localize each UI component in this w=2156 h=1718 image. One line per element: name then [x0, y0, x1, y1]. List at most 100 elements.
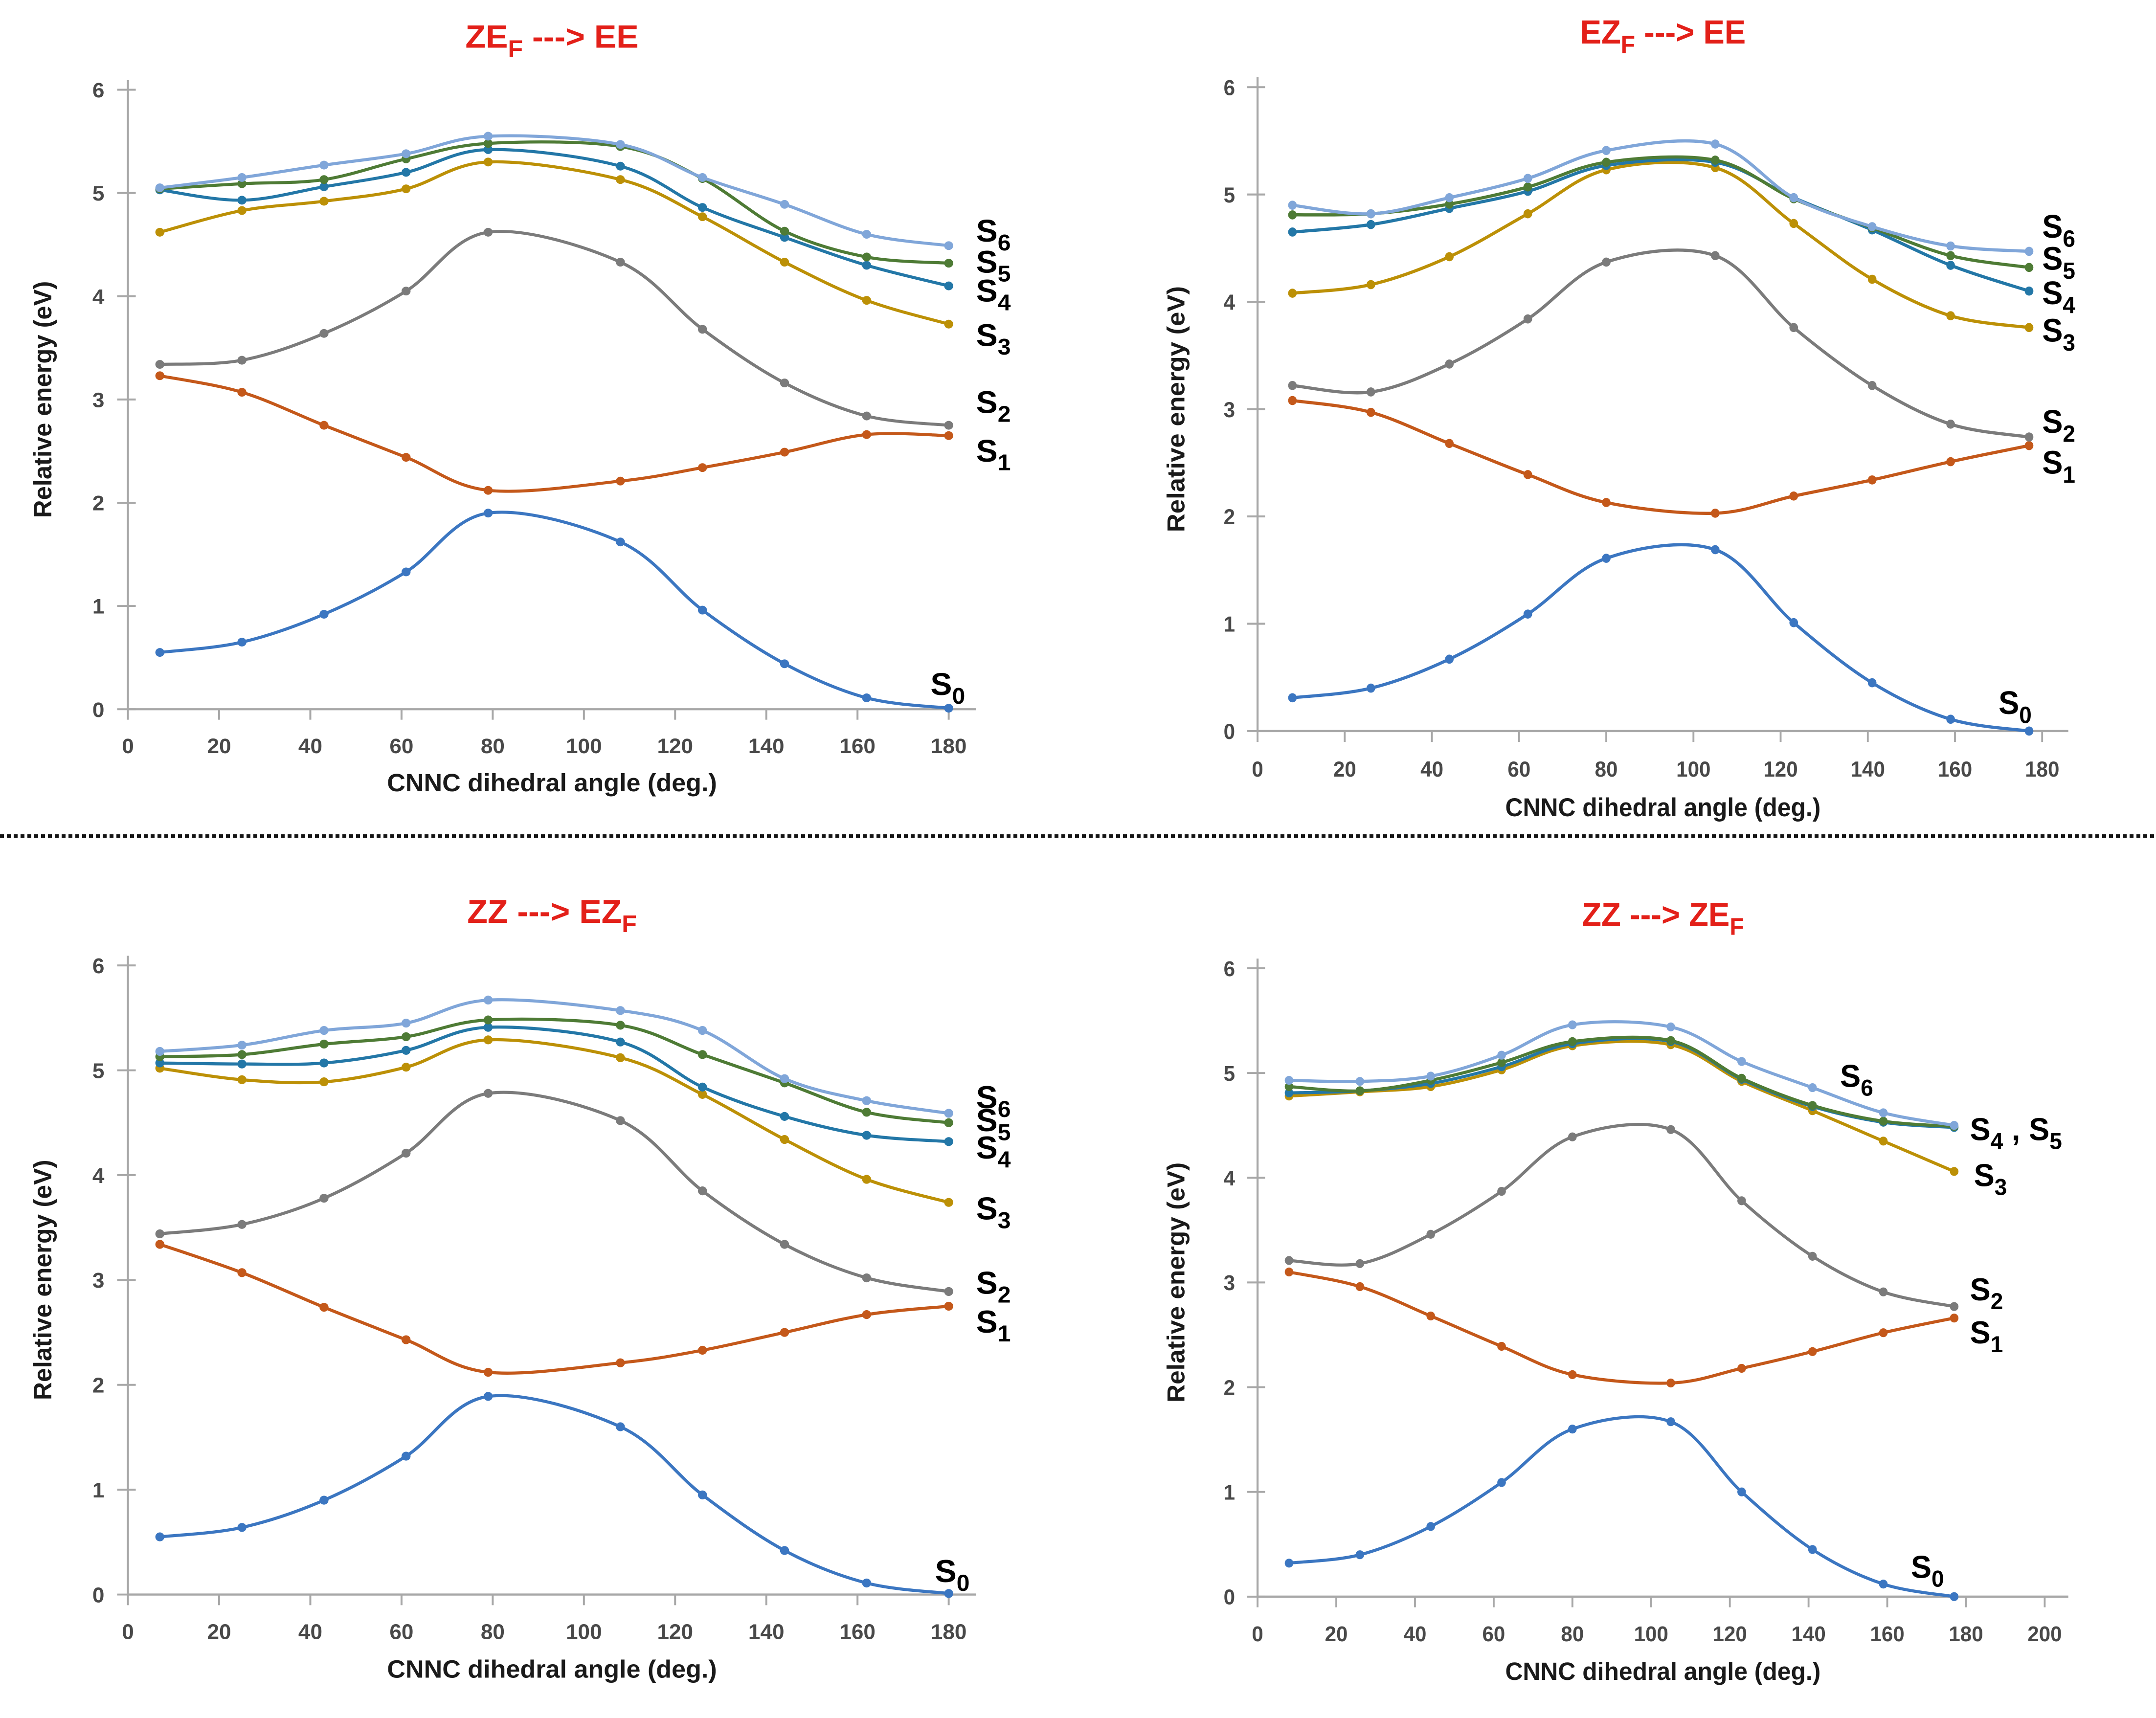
series-marker-S4: [402, 1046, 411, 1055]
series-marker-S1: [1808, 1347, 1817, 1356]
series-marker-S0: [1426, 1522, 1435, 1531]
series-marker-S0: [155, 648, 165, 657]
y-axis-title: Relative energy (eV): [28, 1160, 57, 1401]
series-marker-S4: [862, 261, 872, 270]
series-marker-S6: [1284, 1075, 1294, 1085]
series-marker-S1: [155, 371, 165, 380]
series-marker-S5: [1602, 157, 1611, 167]
series-marker-S5: [237, 179, 247, 188]
series-marker-S4: [155, 1058, 165, 1068]
series-marker-S2: [944, 1287, 953, 1296]
series-marker-S0: [1950, 1592, 1959, 1601]
series-line-S2: [158, 230, 950, 427]
x-tick-label: 120: [657, 735, 693, 758]
y-tick-label: 0: [1224, 1585, 1235, 1609]
series-line-S5: [158, 140, 950, 265]
x-tick-label: 20: [1325, 1622, 1348, 1646]
series-marker-S6: [155, 1047, 165, 1056]
series-line-S1: [158, 374, 950, 493]
series-marker-S5: [1284, 1082, 1294, 1092]
series-label-S0: S0: [930, 667, 965, 709]
series-marker-S0: [1355, 1550, 1365, 1560]
series-line-S0: [158, 511, 950, 710]
series-marker-S2: [862, 1273, 872, 1283]
series-marker-S3: [155, 227, 165, 237]
series-marker-S5: [483, 139, 493, 148]
series-marker-S0: [1445, 654, 1454, 664]
series-marker-S1: [1737, 1363, 1746, 1373]
series-marker-S1: [237, 1268, 247, 1277]
series-marker-S3: [780, 258, 789, 267]
series-marker-S4: [2024, 286, 2034, 296]
series-marker-S3: [237, 1075, 247, 1084]
y-tick-label: 5: [92, 1059, 105, 1083]
series-marker-S4: [237, 196, 247, 205]
series-marker-S0: [1879, 1580, 1888, 1589]
x-tick-label: 160: [839, 735, 876, 758]
series-marker-S2: [319, 1194, 329, 1203]
series-marker-S5: [1879, 1116, 1888, 1126]
series-marker-S3: [697, 212, 707, 222]
series-marker-S6: [319, 1026, 329, 1035]
series-marker-S5: [944, 259, 953, 268]
series-marker-S4: [616, 161, 625, 171]
y-tick-label: 5: [92, 182, 105, 205]
series-marker-S6: [780, 200, 789, 209]
y-axis-title: Relative energy (eV): [1162, 1162, 1190, 1403]
series-marker-S2: [1523, 314, 1532, 324]
series-marker-S0: [616, 1422, 625, 1431]
series-marker-S4: [697, 203, 707, 212]
series-marker-S6: [1808, 1083, 1817, 1093]
chart-top-right: 0 1 2 3 4 5 6 0 20 40 60 80 100 120 140 160 180 EZF ---> …: [1147, 0, 2155, 852]
series-marker-S0: [2024, 726, 2034, 736]
series-marker-S0: [1737, 1487, 1746, 1496]
series-marker-S5: [1445, 200, 1454, 209]
series-line-S4: [1291, 158, 2031, 293]
series-marker-S3: [697, 1090, 707, 1099]
series-marker-S6: [616, 1006, 625, 1015]
series-marker-S0: [697, 1490, 707, 1499]
series-marker-S6: [237, 1040, 247, 1050]
series-marker-S1: [697, 1345, 707, 1355]
series-marker-S5: [780, 226, 789, 236]
x-axis-title: CNNC dihedral angle (deg.): [387, 1655, 717, 1683]
x-axis-title: CNNC dihedral angle (deg.): [1505, 793, 1821, 822]
y-tick-label: 1: [1224, 613, 1235, 637]
series-marker-S2: [862, 411, 872, 421]
series-marker-S2: [1284, 1256, 1294, 1265]
series-marker-S4: [1367, 220, 1375, 229]
series-marker-S0: [1711, 545, 1720, 555]
x-axis-title: CNNC dihedral angle (deg.): [387, 769, 717, 797]
series-marker-S3: [2024, 323, 2034, 333]
x-tick-label: 160: [839, 1620, 876, 1644]
series-marker-S5: [319, 1039, 329, 1049]
x-tick-label: 100: [1634, 1622, 1668, 1646]
series-marker-S2: [1426, 1229, 1435, 1239]
series-marker-S5: [1737, 1073, 1746, 1083]
series-marker-S5: [237, 1050, 247, 1059]
series-label-S1: S1: [1970, 1315, 2003, 1357]
series-line-S5: [1287, 1035, 1956, 1128]
x-tick-label: 40: [298, 1620, 322, 1644]
series-marker-S0: [1568, 1425, 1577, 1434]
series-marker-S1: [944, 1301, 953, 1311]
series-marker-S4: [1288, 227, 1297, 237]
series-marker-S1: [1950, 1314, 1959, 1323]
series-marker-S4: [1946, 261, 1955, 270]
series-label-S1: S1: [976, 1303, 1011, 1347]
series-marker-S1: [1426, 1311, 1435, 1321]
x-tick-label: 140: [1851, 758, 1885, 781]
series-marker-S3: [237, 206, 247, 215]
series-marker-S0: [1666, 1417, 1675, 1427]
series-marker-S2: [1355, 1259, 1365, 1268]
x-tick-label: 100: [566, 735, 602, 758]
series-marker-S0: [1789, 618, 1798, 627]
series-marker-S3: [1946, 311, 1955, 320]
series-marker-S6: [1602, 146, 1611, 156]
series-marker-S3: [1367, 280, 1375, 290]
x-tick-label: 80: [1561, 1622, 1584, 1646]
series-marker-S5: [1946, 251, 1955, 261]
series-marker-S6: [1367, 209, 1375, 219]
series-marker-S2: [1445, 359, 1454, 369]
